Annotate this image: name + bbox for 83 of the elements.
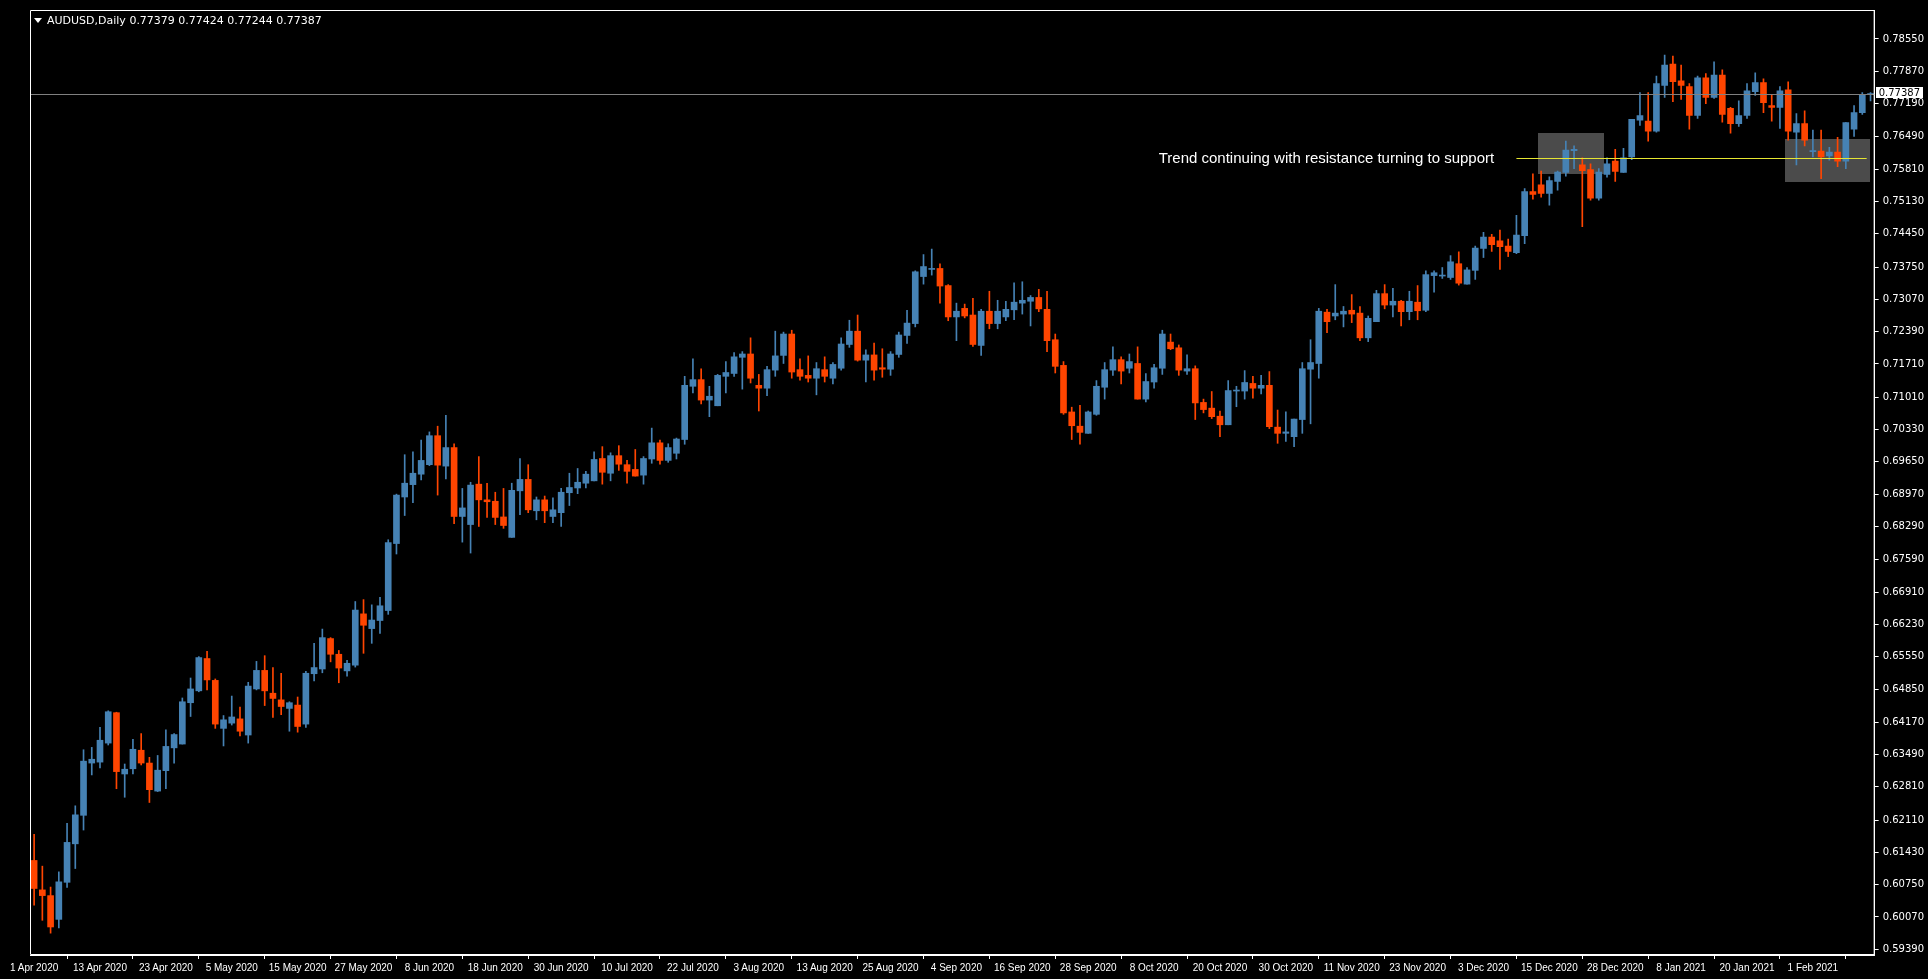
candlestick [409, 451, 417, 504]
x-tick-label: 18 Jun 2020 [467, 961, 524, 973]
x-tick-label: 8 Oct 2020 [1129, 961, 1179, 973]
candlestick [1076, 404, 1084, 445]
candlestick [475, 456, 483, 527]
y-tick-label: 0.72390 [1882, 325, 1925, 337]
candlestick [1677, 64, 1685, 100]
x-tick-label: 30 Jun 2020 [533, 961, 590, 973]
x-tick-label: 4 Sep 2020 [930, 961, 983, 973]
y-tick-label: 0.63490 [1882, 748, 1925, 760]
y-tick-label: 0.74450 [1882, 227, 1925, 239]
x-tick-label: 23 Nov 2020 [1389, 961, 1447, 973]
candlestick [1809, 129, 1817, 158]
y-tick-label: 0.73750 [1882, 260, 1925, 272]
y-tick-label: 0.77190 [1882, 97, 1925, 109]
y-tick-label: 0.66910 [1882, 585, 1925, 597]
y-tick-label: 0.76490 [1882, 130, 1925, 142]
y-tick-label: 0.64170 [1882, 715, 1925, 727]
candlestick [368, 604, 376, 644]
y-tick-label: 0.59390 [1882, 942, 1925, 954]
y-tick-label: 0.69650 [1882, 455, 1925, 467]
y-tick-label: 0.71010 [1882, 390, 1925, 402]
candlestick [310, 643, 318, 682]
candlestick [1768, 94, 1776, 122]
chart-title: AUDUSD,Daily 0.77379 0.77424 0.77244 0.77387 [47, 14, 322, 27]
candlestick [689, 358, 697, 394]
candlestick [879, 348, 886, 378]
x-tick-label: 13 Aug 2020 [796, 961, 854, 973]
y-tick-label: 0.68970 [1882, 487, 1925, 499]
candlestick [1529, 173, 1537, 200]
y-tick-label: 0.75130 [1882, 195, 1925, 207]
y-tick-label: 0.61430 [1882, 845, 1925, 857]
candlestick [722, 361, 730, 394]
y-tick-label: 0.60070 [1882, 910, 1925, 922]
y-tick-label: 0.67590 [1882, 553, 1925, 565]
candlestick [755, 374, 763, 412]
candlestick [516, 458, 524, 515]
x-tick-label: 5 May 2020 [205, 961, 259, 973]
candlestick [1636, 92, 1644, 126]
x-tick-label: 20 Jan 2021 [1719, 961, 1775, 973]
x-tick-label: 1 Apr 2020 [9, 961, 59, 973]
candlestick [1257, 375, 1265, 395]
x-tick-label: 3 Dec 2020 [1457, 961, 1510, 973]
y-tick-label: 0.77870 [1882, 64, 1925, 76]
x-tick-label: 15 Dec 2020 [1521, 961, 1579, 973]
x-tick-label: 23 Apr 2020 [138, 961, 194, 973]
ref-line-label: Trend continuing with resistance turning to support [1158, 148, 1496, 166]
x-tick-label: 16 Sep 2020 [993, 961, 1052, 973]
y-tick-label: 0.78550 [1882, 32, 1925, 44]
y-tick-label: 0.70330 [1882, 423, 1925, 435]
ref-line-label: 0.77387 [1875, 87, 1923, 99]
x-tick-label: 25 Aug 2020 [862, 961, 920, 973]
x-tick-label: 10 Jul 2020 [601, 961, 654, 973]
x-tick-label: 22 Jul 2020 [667, 961, 720, 973]
x-tick-label: 15 May 2020 [268, 961, 327, 973]
y-tick-label: 0.62110 [1882, 813, 1925, 825]
candlestick [1348, 294, 1356, 323]
x-tick-label: 30 Oct 2020 [1258, 961, 1314, 973]
x-tick-label: 3 Aug 2020 [733, 961, 785, 973]
candlestick [1183, 354, 1191, 375]
y-tick-label: 0.60750 [1882, 878, 1925, 890]
candlestick [269, 667, 277, 718]
x-tick-label: 13 Apr 2020 [73, 961, 128, 973]
y-tick-label: 0.62810 [1882, 780, 1925, 792]
candlestick [121, 763, 129, 798]
x-tick-label: 11 Nov 2020 [1323, 961, 1381, 973]
x-tick-label: 20 Oct 2020 [1192, 961, 1248, 973]
x-tick-label: 8 Jan 2021 [1656, 961, 1707, 973]
x-tick-label: 8 Jun 2020 [404, 961, 455, 973]
y-tick-label: 0.64850 [1882, 683, 1925, 695]
y-tick-label: 0.71710 [1882, 357, 1925, 369]
y-tick-label: 0.68290 [1882, 520, 1925, 532]
candlestick [804, 355, 812, 383]
y-tick-label: 0.75810 [1882, 162, 1925, 174]
candlestick [1644, 92, 1652, 142]
y-tick-label: 0.66230 [1882, 617, 1925, 629]
candlestick [1430, 270, 1438, 293]
x-tick-label: 28 Dec 2020 [1586, 961, 1645, 973]
x-tick-label: 27 May 2020 [334, 961, 393, 973]
y-tick-label: 0.73070 [1882, 292, 1925, 304]
x-tick-label: 28 Sep 2020 [1059, 961, 1117, 973]
x-tick-label: 1 Feb 2021 [1787, 961, 1839, 973]
y-tick-label: 0.65550 [1882, 650, 1925, 662]
